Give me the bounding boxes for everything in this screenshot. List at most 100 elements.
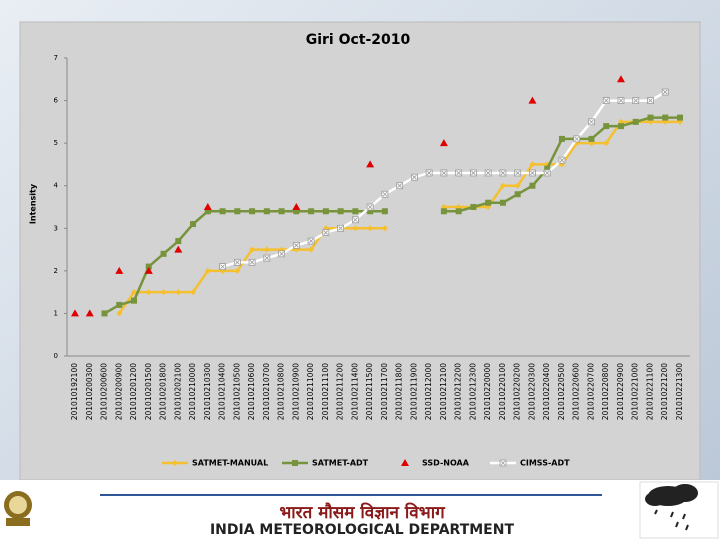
x-tick-label: 201010210600 <box>247 363 256 420</box>
legend-item: SATMET-MANUAL <box>162 459 268 468</box>
x-tick-label: 201010210300 <box>203 363 212 420</box>
marker <box>234 208 241 215</box>
marker <box>662 114 669 121</box>
x-tick-label: 201010200900 <box>114 363 123 420</box>
marker <box>617 97 625 104</box>
marker <box>440 169 448 177</box>
marker <box>293 208 300 215</box>
marker <box>410 173 418 181</box>
marker <box>115 266 124 274</box>
marker <box>499 182 506 189</box>
marker-cross <box>249 260 255 265</box>
marker <box>396 182 404 190</box>
x-tick-label: 201010200600 <box>100 363 109 420</box>
marker <box>528 96 537 104</box>
x-tick-label: 201010211900 <box>409 363 418 420</box>
x-tick-label: 201010211200 <box>336 363 345 420</box>
marker <box>603 140 610 147</box>
x-tick-label: 201010210900 <box>291 363 300 420</box>
marker <box>131 289 138 296</box>
x-tick-label: 201010192100 <box>70 363 79 420</box>
marker-cross <box>530 170 535 176</box>
marker <box>381 190 389 198</box>
marker <box>116 310 123 317</box>
x-tick-label: 201010220900 <box>616 363 625 420</box>
marker <box>616 75 625 83</box>
marker-cross <box>279 251 284 257</box>
marker-cross <box>485 170 491 176</box>
marker-cross <box>367 204 373 210</box>
marker <box>381 225 388 232</box>
marker <box>617 123 624 130</box>
marker <box>263 246 270 253</box>
marker <box>484 169 492 177</box>
marker <box>455 208 462 215</box>
legend-label: CIMSS-ADT <box>520 459 570 468</box>
x-tick-label: 201010200300 <box>85 363 94 420</box>
marker <box>470 204 477 210</box>
marker <box>514 169 522 177</box>
marker <box>544 165 551 172</box>
x-tick-label: 201010220800 <box>601 363 610 420</box>
marker <box>558 156 566 164</box>
marker-cross <box>544 170 550 176</box>
x-tick-label: 201010210000 <box>188 363 197 420</box>
marker <box>233 258 241 266</box>
x-tick-label: 201010220700 <box>586 363 595 420</box>
x-tick-label: 201010212200 <box>454 363 463 420</box>
y-axis-label: Intensity <box>29 183 38 224</box>
marker <box>307 237 315 245</box>
marker <box>101 310 108 317</box>
marker-cross <box>382 191 388 197</box>
marker-cross <box>353 217 358 223</box>
marker-cross <box>633 98 639 103</box>
marker <box>573 135 581 143</box>
marker-cross <box>456 170 461 176</box>
marker-cross <box>338 226 343 231</box>
marker <box>278 208 285 215</box>
x-tick-label: 201010212100 <box>439 363 448 420</box>
x-tick-label: 201010220600 <box>572 363 581 420</box>
emblem <box>4 491 32 526</box>
marker <box>175 238 182 245</box>
marker <box>322 229 330 236</box>
marker <box>116 301 123 308</box>
legend-label: SATMET-ADT <box>312 459 369 468</box>
footer <box>0 480 720 540</box>
marker <box>425 169 433 177</box>
x-tick-label: 201010211100 <box>321 363 330 420</box>
x-tick-label: 201010212000 <box>424 363 433 420</box>
marker-cross <box>648 98 653 103</box>
marker <box>352 208 359 215</box>
marker <box>367 208 374 215</box>
footer-hindi: भारत मौसम विज्ञान विभाग <box>279 502 446 523</box>
marker <box>71 309 79 317</box>
y-tick-label: 7 <box>54 54 58 62</box>
marker <box>203 203 212 210</box>
marker <box>485 199 492 206</box>
legend-item: SATMET-ADT <box>282 459 369 468</box>
legend-item: SSD-NOAA <box>401 459 470 468</box>
marker-cross <box>235 260 240 265</box>
marker-cross <box>294 243 299 248</box>
marker-cross <box>559 157 565 163</box>
marker <box>543 169 551 177</box>
marker-cross <box>397 183 402 188</box>
marker <box>366 203 374 211</box>
x-tick-label: 201010211800 <box>395 363 404 420</box>
marker <box>308 208 315 215</box>
marker <box>292 203 301 210</box>
marker <box>529 182 536 189</box>
x-tick-label: 201010211500 <box>365 363 374 420</box>
x-tick-label: 201010220100 <box>498 363 507 420</box>
marker <box>366 160 375 168</box>
chart-title: Giri Oct-2010 <box>306 32 411 48</box>
marker <box>219 208 226 215</box>
x-tick-label: 201010220300 <box>527 363 536 420</box>
marker <box>499 199 506 206</box>
marker <box>455 169 463 177</box>
x-tick-label: 201010221000 <box>631 363 640 420</box>
marker <box>602 97 610 104</box>
marker-cross <box>308 238 314 244</box>
